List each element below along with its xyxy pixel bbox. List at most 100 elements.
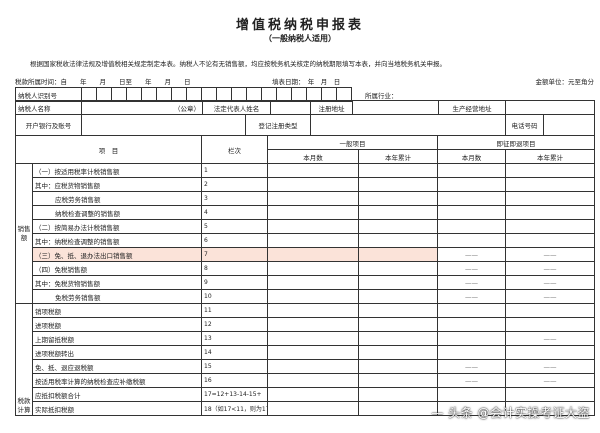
general-year-cell[interactable] (358, 233, 438, 248)
immediate-month-cell[interactable] (437, 345, 506, 360)
header-immediate-year: 本年累计 (505, 149, 595, 164)
immediate-month-cell: —— (437, 373, 506, 388)
declaration-table: 项 目 栏次 一般项目 即征即退项目 本月数 本年累计 本月数 本年累计 销售额… (15, 135, 595, 416)
general-month-cell[interactable] (267, 219, 359, 234)
row-line: 10 (201, 289, 268, 304)
tax-period: 税款所属时间：自 年 月 日至 年 月 日 (15, 78, 191, 86)
currency-unit: 金额单位：元至角分 (535, 78, 595, 86)
immediate-year-cell: —— (505, 275, 595, 290)
general-month-cell[interactable] (267, 275, 359, 290)
immediate-month-cell[interactable] (437, 317, 506, 332)
immediate-year-cell: —— (505, 331, 595, 346)
immediate-year-cell[interactable] (505, 219, 595, 234)
row-line: 8 (201, 261, 268, 276)
immediate-month-cell: —— (437, 247, 506, 262)
general-month-cell[interactable] (267, 163, 359, 178)
general-year-cell[interactable] (358, 359, 438, 374)
immediate-year-cell[interactable] (505, 191, 595, 206)
row-line: 7 (201, 247, 268, 262)
row-label: 实际抵扣税额 (32, 401, 202, 416)
header-immediate-month: 本月数 (437, 149, 506, 164)
general-year-cell[interactable] (358, 261, 438, 276)
general-month-cell[interactable] (267, 177, 359, 192)
general-month-cell[interactable] (267, 331, 359, 346)
general-year-cell[interactable] (358, 373, 438, 388)
row-label: 其中：应税货物销售额 (32, 177, 202, 192)
general-year-cell[interactable] (358, 219, 438, 234)
general-year-cell[interactable] (358, 401, 438, 416)
table-row: （三）免、抵、退办法出口销售额 7 —— —— (16, 247, 595, 262)
row-label: 进项税额转出 (32, 345, 202, 360)
row-line: 6 (201, 233, 268, 248)
row-label: （三）免、抵、退办法出口销售额 (32, 247, 202, 262)
general-month-cell[interactable] (267, 289, 359, 304)
general-month-cell[interactable] (267, 359, 359, 374)
general-year-cell[interactable] (358, 317, 438, 332)
general-year-cell[interactable] (358, 387, 438, 402)
row-label: 免、抵、退应退税额 (32, 359, 202, 374)
immediate-month-cell[interactable] (437, 331, 506, 346)
general-year-cell[interactable] (358, 275, 438, 290)
table-row: 其中：纳税检查调整的销售额 6 (16, 233, 595, 248)
immediate-month-cell[interactable] (437, 219, 506, 234)
general-month-cell[interactable] (267, 387, 359, 402)
immediate-year-cell[interactable] (505, 303, 595, 318)
row-label: （四）免税销售额 (32, 261, 202, 276)
form-subtitle: （一般纳税人适用） (264, 34, 336, 43)
general-year-cell[interactable] (358, 303, 438, 318)
row-line: 16 (201, 373, 268, 388)
row-line: 2 (201, 177, 268, 192)
immediate-month-cell[interactable] (437, 303, 506, 318)
immediate-year-cell[interactable] (505, 205, 595, 220)
immediate-year-cell[interactable] (505, 163, 595, 178)
immediate-month-cell[interactable] (437, 163, 506, 178)
general-year-cell[interactable] (358, 191, 438, 206)
general-month-cell[interactable] (267, 373, 359, 388)
immediate-month-cell[interactable] (437, 205, 506, 220)
general-year-cell[interactable] (358, 247, 438, 262)
row-line: 15 (201, 359, 268, 374)
header-item: 项 目 (15, 135, 202, 164)
table-row: 其中：应税货物销售额 2 (16, 177, 595, 192)
immediate-month-cell: —— (437, 275, 506, 290)
table-row: （二）按简易办法计税销售额 5 (16, 219, 595, 234)
row-label: 其中：免税货物销售额 (32, 275, 202, 290)
table-row: 其中：免税货物销售额 9 —— —— (16, 275, 595, 290)
row-line: 4 (201, 205, 268, 220)
general-month-cell[interactable] (267, 261, 359, 276)
row-label: （一）按适用税率计税销售额 (32, 163, 202, 178)
row-line: 9 (201, 275, 268, 290)
general-year-cell[interactable] (358, 163, 438, 178)
general-month-cell[interactable] (267, 233, 359, 248)
immediate-year-cell: —— (505, 359, 595, 374)
immediate-year-cell[interactable] (505, 317, 595, 332)
immediate-year-cell[interactable] (505, 345, 595, 360)
general-month-cell[interactable] (267, 247, 359, 262)
general-month-cell[interactable] (267, 191, 359, 206)
immediate-month-cell[interactable] (437, 177, 506, 192)
immediate-month-cell[interactable] (437, 191, 506, 206)
general-year-cell[interactable] (358, 289, 438, 304)
row-line: 11 (201, 303, 268, 318)
table-row: （四）免税销售额 8 —— —— (16, 261, 595, 276)
row-label: （二）按简易办法计税销售额 (32, 219, 202, 234)
general-year-cell[interactable] (358, 331, 438, 346)
general-year-cell[interactable] (358, 177, 438, 192)
general-year-cell[interactable] (358, 205, 438, 220)
immediate-year-cell[interactable] (505, 387, 595, 402)
general-month-cell[interactable] (267, 205, 359, 220)
table-row: 进项税额 12 (16, 317, 595, 332)
table-row: 上期留抵税额 13 —— (16, 331, 595, 346)
general-month-cell[interactable] (267, 317, 359, 332)
general-month-cell[interactable] (267, 401, 359, 416)
industry-label: 所属行业： (365, 92, 398, 100)
immediate-year-cell[interactable] (505, 177, 595, 192)
immediate-year-cell[interactable] (505, 401, 595, 416)
general-month-cell[interactable] (267, 303, 359, 318)
immediate-month-cell[interactable] (437, 233, 506, 248)
general-month-cell[interactable] (267, 345, 359, 360)
general-year-cell[interactable] (358, 345, 438, 360)
immediate-year-cell[interactable] (505, 233, 595, 248)
immediate-month-cell[interactable] (437, 387, 506, 402)
